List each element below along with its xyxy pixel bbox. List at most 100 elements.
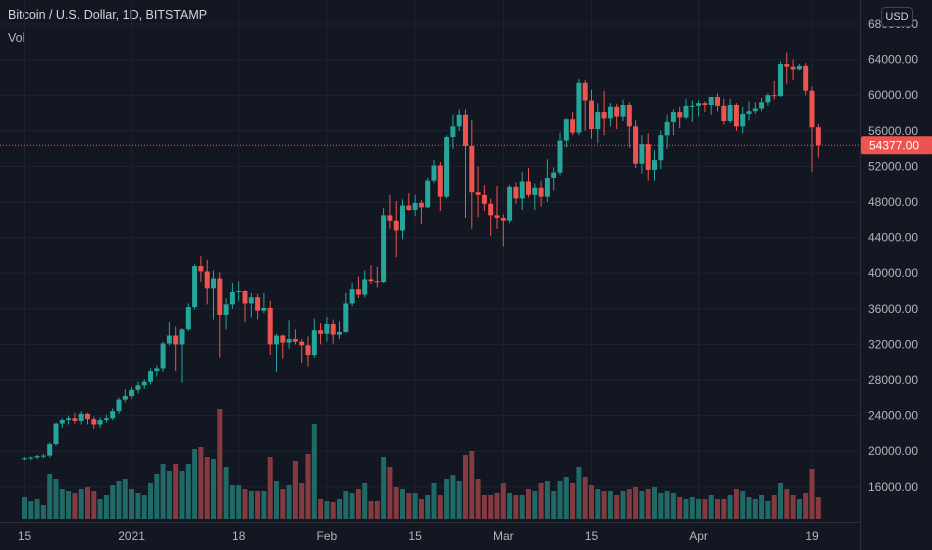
candle-body (154, 368, 160, 372)
candle-body (135, 385, 141, 390)
volume-bar (507, 493, 513, 519)
volume-bar (570, 483, 576, 519)
last-price-line: 54377.00 (0, 136, 932, 155)
candle-body (148, 371, 153, 382)
volume-bar (563, 477, 569, 519)
candle-body (374, 281, 380, 283)
candle-body (236, 291, 242, 292)
volume-bar (267, 457, 273, 519)
volume-bar (305, 454, 311, 519)
volume-bar (255, 491, 261, 519)
volume-bar (500, 483, 506, 519)
candle-body (78, 413, 84, 421)
candle-body (664, 121, 670, 136)
candle-body (526, 181, 531, 195)
y-tick-label: 60000.00 (868, 88, 918, 102)
volume-bar (519, 495, 525, 519)
volume-bar (677, 497, 683, 519)
candle-body (759, 102, 765, 109)
volume-bar (759, 495, 765, 519)
candle-body (538, 187, 544, 197)
y-tick-label: 16000.00 (868, 480, 918, 494)
candle-body (645, 144, 651, 170)
volume-bar (47, 474, 53, 519)
volume-bar (727, 495, 733, 519)
volume-bar (664, 491, 670, 519)
volume-bar (242, 489, 248, 519)
x-tick-label: 2021 (118, 529, 145, 543)
candle-body (22, 458, 27, 460)
volume-bar (576, 467, 582, 519)
candle-body (292, 339, 298, 342)
candle-body (223, 304, 229, 316)
candle-body (129, 389, 135, 397)
volume-bar (771, 495, 777, 519)
candle-body (166, 335, 172, 344)
volume-bar (620, 491, 626, 519)
volume-bar (160, 464, 166, 519)
candle-body (160, 343, 166, 369)
volume-bar (532, 491, 538, 519)
volume-bar (418, 499, 424, 519)
volume-bar (185, 464, 191, 519)
y-tick-label: 64000.00 (868, 53, 918, 67)
candle-body (66, 418, 72, 421)
volume-bar (607, 491, 613, 519)
volume-bar (444, 479, 450, 519)
candle-body (204, 271, 210, 289)
candle-body (122, 396, 128, 400)
candle-body (778, 64, 783, 97)
volume-bar (538, 483, 544, 519)
volume-bar (513, 495, 519, 519)
x-tick-label: 18 (232, 529, 246, 543)
candle-body (40, 455, 46, 457)
candle-body (551, 172, 557, 178)
candle-body (809, 90, 815, 128)
volume-bar (53, 479, 59, 519)
volume-bar (236, 485, 242, 519)
volume-bar (229, 485, 235, 519)
volume-bar (103, 495, 109, 519)
volume-bar (689, 497, 695, 519)
candle-body (790, 66, 796, 70)
candle-body (110, 411, 116, 419)
volume-bar (708, 495, 714, 519)
volume-bar (261, 491, 267, 519)
candle-body (639, 144, 645, 164)
candle-body (274, 335, 279, 345)
candle-body (387, 215, 393, 221)
candle-body (677, 112, 683, 118)
volume-bars (22, 409, 821, 519)
candle-body (97, 420, 103, 425)
volume-bar (589, 485, 594, 519)
x-tick-label: 15 (408, 529, 422, 543)
candle-body (34, 456, 40, 458)
candle-body (305, 345, 311, 356)
candle-body (362, 279, 368, 295)
chart-title: Bitcoin / U.S. Dollar, 1D, BITSTAMP (8, 8, 208, 22)
candle-body (229, 291, 235, 305)
candle-body (217, 278, 223, 316)
volume-bar (116, 481, 122, 519)
candle-body (211, 278, 216, 289)
x-tick-label: Apr (689, 529, 708, 543)
candle-body (670, 112, 676, 122)
volume-bar (488, 495, 494, 519)
volume-bar (179, 471, 185, 519)
volume-bar (311, 424, 317, 519)
volume-bar (374, 501, 380, 519)
last-price-label: 54377.00 (869, 139, 919, 153)
volume-bar (400, 489, 405, 519)
volume-bar (91, 491, 97, 519)
candle-body (437, 165, 443, 197)
x-tick-label: Feb (317, 529, 338, 543)
candle-body (242, 291, 248, 304)
candle-body (626, 104, 632, 127)
currency-button[interactable]: USD (881, 7, 913, 27)
volume-bar (393, 487, 399, 519)
volume-bar (192, 449, 198, 519)
candle-body (576, 82, 582, 133)
volume-bar (59, 489, 65, 519)
y-tick-label: 52000.00 (868, 159, 918, 173)
